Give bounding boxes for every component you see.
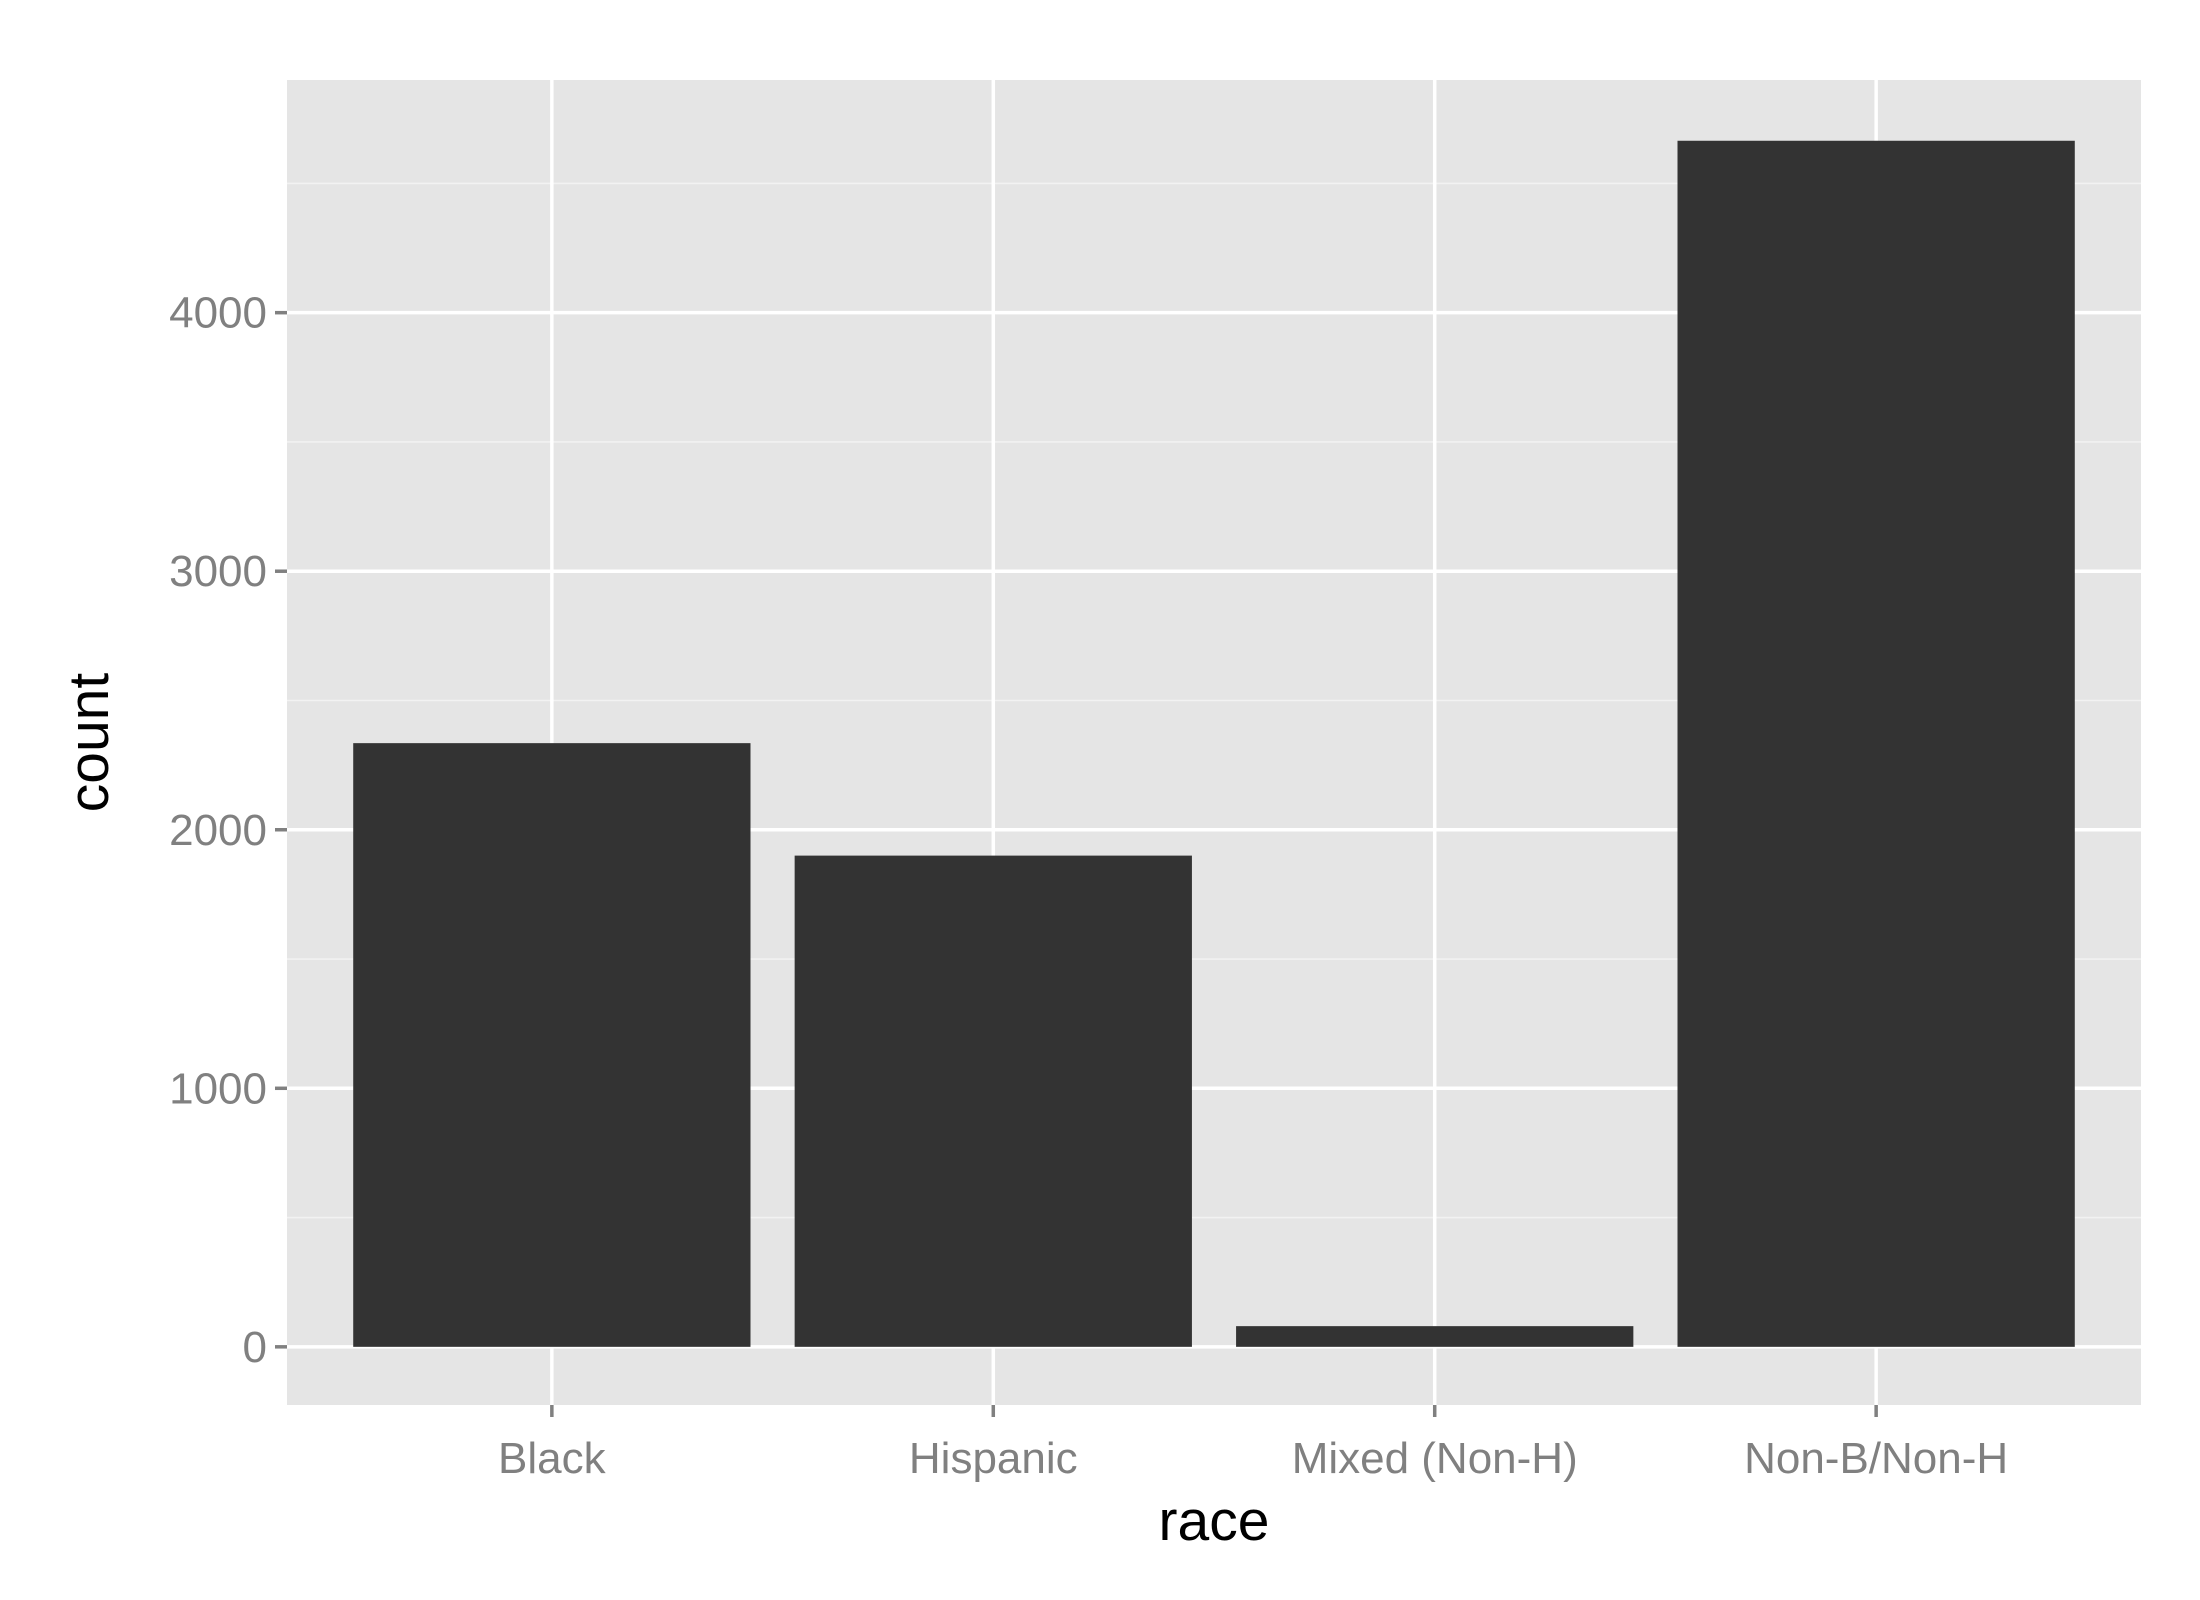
bars: [353, 140, 2075, 1347]
y-axis: 0 1000 2000 3000 4000: [169, 289, 287, 1372]
y-tick-label: 2000: [169, 806, 267, 855]
x-tick-label: Black: [498, 1434, 607, 1483]
y-tick-label: 3000: [169, 547, 267, 596]
y-tick-label: 1000: [169, 1064, 267, 1113]
y-tick-label: 4000: [169, 289, 267, 338]
bar-black: [353, 743, 751, 1347]
y-tick-label: 0: [243, 1323, 267, 1372]
x-axis: Black Hispanic Mixed (Non-H) Non-B/Non-H: [498, 1405, 2008, 1483]
bar-hispanic: [794, 855, 1192, 1347]
x-axis-title: race: [1159, 1489, 1270, 1553]
x-tick-label: Mixed (Non-H): [1292, 1434, 1578, 1483]
bar-non-b-non-h: [1677, 140, 2075, 1347]
x-tick-label: Non-B/Non-H: [1744, 1434, 2008, 1483]
bar-mixed-non-h: [1236, 1326, 1634, 1347]
y-axis-title: count: [57, 673, 121, 813]
x-tick-label: Hispanic: [909, 1434, 1078, 1483]
